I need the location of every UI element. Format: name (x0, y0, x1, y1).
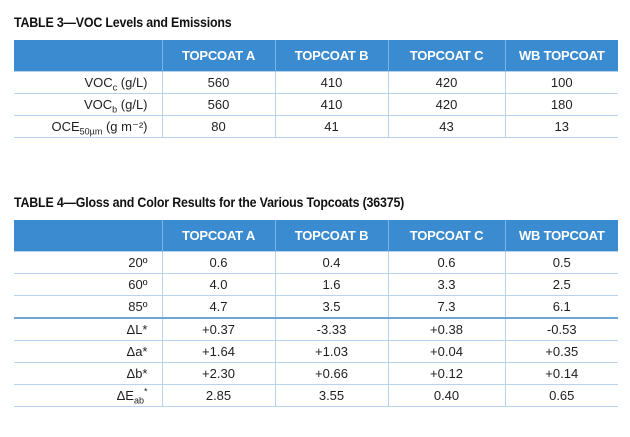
table-3-block: TABLE 3—VOC Levels and Emissions TOPCOAT… (14, 12, 618, 138)
row-label: ΔL* (14, 317, 162, 341)
row-label: VOCb (g/L) (14, 93, 162, 116)
table-cell: +0.38 (387, 317, 505, 341)
table-cell: +0.35 (504, 340, 618, 363)
row-label: 60º (14, 273, 162, 296)
table-4-block: TABLE 4—Gloss and Color Results for the … (14, 192, 618, 407)
voc-table: TOPCOAT A TOPCOAT B TOPCOAT C WB TOPCOAT… (14, 40, 618, 138)
table-3-caption: TABLE 3—VOC Levels and Emissions (14, 15, 232, 30)
column-header-wb-topcoat: WB TOPCOAT (504, 40, 618, 72)
column-header-empty (14, 220, 162, 252)
table-row: ΔEab* 2.85 3.55 0.40 0.65 (14, 384, 618, 407)
table-row: VOCb (g/L) 560 410 420 180 (14, 93, 618, 116)
column-header-topcoat-b: TOPCOAT B (274, 220, 388, 252)
table-cell: 2.5 (504, 273, 618, 296)
table-cell: 13 (504, 115, 618, 138)
table-cell: 4.0 (161, 273, 275, 296)
column-header-topcoat-c: TOPCOAT C (387, 40, 505, 72)
row-label: ΔEab* (14, 384, 162, 407)
table-cell: 410 (274, 71, 388, 94)
table-cell: +2.30 (161, 362, 275, 385)
table-cell: 420 (387, 93, 505, 116)
table-cell: 420 (387, 71, 505, 94)
table-cell: +0.37 (161, 317, 275, 341)
row-label: VOCc (g/L) (14, 71, 162, 94)
column-header-topcoat-a: TOPCOAT A (161, 220, 275, 252)
table-cell: +0.66 (274, 362, 388, 385)
table-cell: 560 (161, 93, 275, 116)
table-cell: 3.3 (387, 273, 505, 296)
row-label: 20º (14, 251, 162, 274)
table-cell: 410 (274, 93, 388, 116)
table-cell: 2.85 (161, 384, 275, 407)
table-cell: -3.33 (274, 317, 388, 341)
row-label: 85º (14, 295, 162, 318)
table-row: VOCc (g/L) 560 410 420 100 (14, 71, 618, 94)
table-row: OCE50µm (g m⁻²) 80 41 43 13 (14, 115, 618, 138)
column-header-topcoat-c: TOPCOAT C (387, 220, 505, 252)
column-header-topcoat-a: TOPCOAT A (161, 40, 275, 72)
table-cell: 0.6 (161, 251, 275, 274)
table-header-row: TOPCOAT A TOPCOAT B TOPCOAT C WB TOPCOAT (14, 40, 618, 72)
table-cell: 1.6 (274, 273, 388, 296)
table-cell: 560 (161, 71, 275, 94)
column-header-empty (14, 40, 162, 72)
table-cell: +1.64 (161, 340, 275, 363)
table-header-row: TOPCOAT A TOPCOAT B TOPCOAT C WB TOPCOAT (14, 220, 618, 252)
table-cell: 80 (161, 115, 275, 138)
table-cell: +0.04 (387, 340, 505, 363)
table-cell: 3.55 (274, 384, 388, 407)
table-row: 60º 4.0 1.6 3.3 2.5 (14, 273, 618, 296)
table-cell: 3.5 (274, 295, 388, 318)
table-row: Δb* +2.30 +0.66 +0.12 +0.14 (14, 362, 618, 385)
table-row: 20º 0.6 0.4 0.6 0.5 (14, 251, 618, 274)
table-cell: -0.53 (504, 317, 618, 341)
row-label: Δb* (14, 362, 162, 385)
table-cell: 180 (504, 93, 618, 116)
table-cell: 43 (387, 115, 505, 138)
table-cell: 41 (274, 115, 388, 138)
table-row: ΔL* +0.37 -3.33 +0.38 -0.53 (14, 317, 618, 341)
table-4-caption: TABLE 4—Gloss and Color Results for the … (14, 195, 405, 210)
column-header-topcoat-b: TOPCOAT B (274, 40, 388, 72)
table-cell: +0.14 (504, 362, 618, 385)
table-cell: 4.7 (161, 295, 275, 318)
table-cell: 0.4 (274, 251, 388, 274)
table-cell: 100 (504, 71, 618, 94)
table-row: Δa* +1.64 +1.03 +0.04 +0.35 (14, 340, 618, 363)
row-label: Δa* (14, 340, 162, 363)
column-header-wb-topcoat: WB TOPCOAT (504, 220, 618, 252)
row-label: OCE50µm (g m⁻²) (14, 115, 162, 138)
table-cell: 0.65 (504, 384, 618, 407)
table-cell: 6.1 (504, 295, 618, 318)
table-cell: 7.3 (387, 295, 505, 318)
table-cell: 0.40 (387, 384, 505, 407)
table-cell: 0.5 (504, 251, 618, 274)
table-cell: +0.12 (387, 362, 505, 385)
table-cell: 0.6 (387, 251, 505, 274)
table-cell: +1.03 (274, 340, 388, 363)
gloss-color-table: TOPCOAT A TOPCOAT B TOPCOAT C WB TOPCOAT… (14, 220, 618, 407)
table-row: 85º 4.7 3.5 7.3 6.1 (14, 295, 618, 318)
